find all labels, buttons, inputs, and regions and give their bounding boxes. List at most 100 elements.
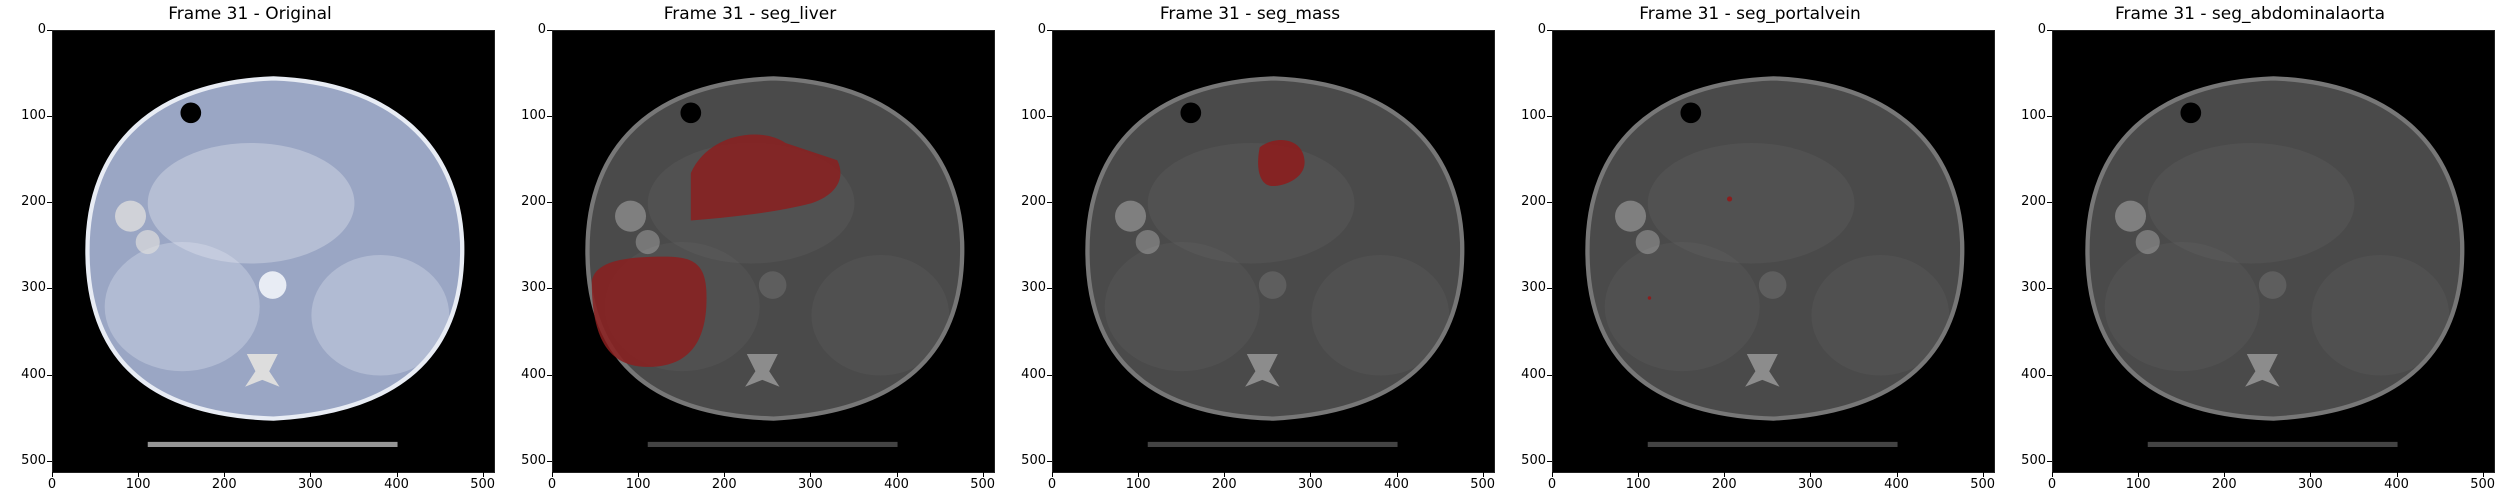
x-tick-mark — [2138, 472, 2140, 477]
y-tick-label: 500 — [21, 452, 46, 468]
x-tick-label: 500 — [1970, 477, 1996, 492]
y-tick-label: 500 — [1021, 452, 1046, 468]
x-tick-label: 200 — [711, 477, 737, 492]
x-tick-label: 0 — [47, 477, 57, 492]
x-tick-label: 400 — [1384, 477, 1409, 492]
x-tick-label: 200 — [1211, 477, 1237, 492]
panel-title: Frame 31 - seg_abdominalaorta — [2114, 4, 2386, 24]
x-tick-label: 0 — [1047, 477, 1057, 492]
y-tick-label: 0 — [1037, 22, 1046, 37]
ct-image — [52, 30, 495, 473]
panel-title: Frame 31 - seg_mass — [1159, 4, 1341, 24]
y-tick-label: 300 — [1021, 280, 1046, 296]
y-tick-mark — [1047, 374, 1052, 376]
x-tick-label: 200 — [2211, 477, 2237, 492]
y-tick-label: 400 — [1521, 366, 1546, 382]
x-tick-label: 200 — [211, 477, 237, 492]
x-tick-mark — [1052, 472, 1053, 477]
y-tick-mark — [1547, 460, 1552, 462]
y-tick-mark — [547, 30, 552, 31]
x-tick-label: 300 — [1297, 477, 1323, 492]
x-tick-mark — [1138, 472, 1140, 477]
y-tick-label: 500 — [1521, 452, 1546, 468]
image-panel: Frame 31 - seg_portalvein 0 100 200 300 400 5… — [1500, 0, 2000, 500]
x-tick-label: 200 — [1711, 477, 1737, 492]
x-tick-mark — [1552, 472, 1553, 477]
x-tick-label: 0 — [547, 477, 557, 492]
image-panel: Frame 31 - seg_abdominalaorta 0 100 200 300… — [2000, 0, 2500, 500]
y-tick-mark — [2047, 30, 2052, 31]
y-tick-label: 500 — [2021, 452, 2046, 468]
y-tick-mark — [1047, 202, 1052, 204]
x-tick-mark — [310, 472, 312, 477]
y-tick-mark — [1547, 30, 1552, 31]
ct-image — [552, 30, 995, 473]
y-tick-mark — [47, 30, 52, 31]
x-tick-label: 400 — [1884, 477, 1909, 492]
x-tick-label: 300 — [297, 477, 323, 492]
y-tick-label: 400 — [521, 366, 546, 382]
y-tick-mark — [2047, 202, 2052, 204]
image-panel: Frame 31 - seg_mass 0 100 200 300 400 500 0 100… — [1000, 0, 1500, 500]
y-tick-label: 200 — [2021, 194, 2046, 210]
y-tick-mark — [2047, 374, 2052, 376]
y-tick-label: 300 — [2021, 280, 2046, 296]
x-tick-mark — [224, 472, 226, 477]
y-tick-mark — [1547, 116, 1552, 118]
x-tick-label: 100 — [1125, 477, 1151, 492]
ct-image — [1052, 30, 1495, 473]
y-tick-mark — [2047, 288, 2052, 290]
x-tick-mark — [2310, 472, 2312, 477]
x-tick-mark — [2482, 472, 2484, 477]
liver-mask — [690, 134, 841, 221]
ct-image — [1552, 30, 1995, 473]
x-tick-mark — [724, 472, 726, 477]
image-panel: Frame 31 - Original 0 100 200 300 400 500 0 100… — [0, 0, 500, 500]
y-tick-mark — [1047, 116, 1052, 118]
y-tick-label: 0 — [37, 22, 46, 37]
y-tick-label: 100 — [521, 108, 546, 124]
y-tick-mark — [1047, 288, 1052, 290]
x-tick-label: 500 — [2470, 477, 2496, 492]
x-tick-mark — [1724, 472, 1726, 477]
y-tick-mark — [547, 288, 552, 290]
y-tick-mark — [1047, 30, 1052, 31]
y-tick-mark — [1547, 374, 1552, 376]
image-panel: Frame 31 - seg_liver 0 100 200 300 400 500 0 10… — [500, 0, 1000, 500]
y-tick-label: 200 — [21, 194, 46, 210]
y-tick-mark — [2047, 460, 2052, 462]
y-tick-mark — [547, 460, 552, 462]
panel-title: Frame 31 - Original — [168, 4, 332, 24]
x-tick-mark — [482, 472, 484, 477]
x-tick-mark — [396, 472, 398, 477]
x-tick-label: 400 — [384, 477, 409, 492]
x-tick-label: 0 — [2047, 477, 2057, 492]
x-tick-label: 100 — [1625, 477, 1651, 492]
x-tick-mark — [1396, 472, 1398, 477]
x-tick-label: 100 — [625, 477, 651, 492]
x-tick-mark — [810, 472, 812, 477]
x-tick-mark — [1896, 472, 1898, 477]
panel-title: Frame 31 - seg_portalvein — [1639, 4, 1861, 24]
y-tick-label: 0 — [537, 22, 546, 37]
y-tick-label: 0 — [1537, 22, 1546, 37]
y-tick-label: 100 — [1521, 108, 1546, 124]
y-tick-mark — [47, 202, 52, 204]
y-tick-label: 0 — [2037, 22, 2046, 37]
x-tick-label: 300 — [1797, 477, 1823, 492]
x-tick-label: 400 — [2384, 477, 2409, 492]
x-tick-label: 100 — [125, 477, 151, 492]
x-tick-mark — [1482, 472, 1484, 477]
y-tick-mark — [547, 202, 552, 204]
mass-mask — [1258, 140, 1305, 187]
x-tick-label: 300 — [797, 477, 823, 492]
x-tick-mark — [982, 472, 984, 477]
panel-title: Frame 31 - seg_liver — [663, 4, 837, 24]
y-tick-label: 500 — [521, 452, 546, 468]
y-tick-mark — [47, 288, 52, 290]
y-tick-label: 200 — [1021, 194, 1046, 210]
portalvein-mask — [1726, 196, 1733, 202]
x-tick-mark — [896, 472, 898, 477]
x-tick-label: 300 — [2297, 477, 2323, 492]
y-tick-mark — [1047, 460, 1052, 462]
